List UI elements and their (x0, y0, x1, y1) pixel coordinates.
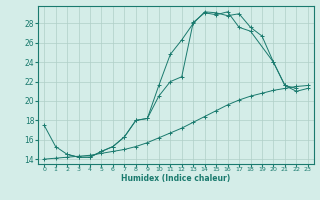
X-axis label: Humidex (Indice chaleur): Humidex (Indice chaleur) (121, 174, 231, 183)
